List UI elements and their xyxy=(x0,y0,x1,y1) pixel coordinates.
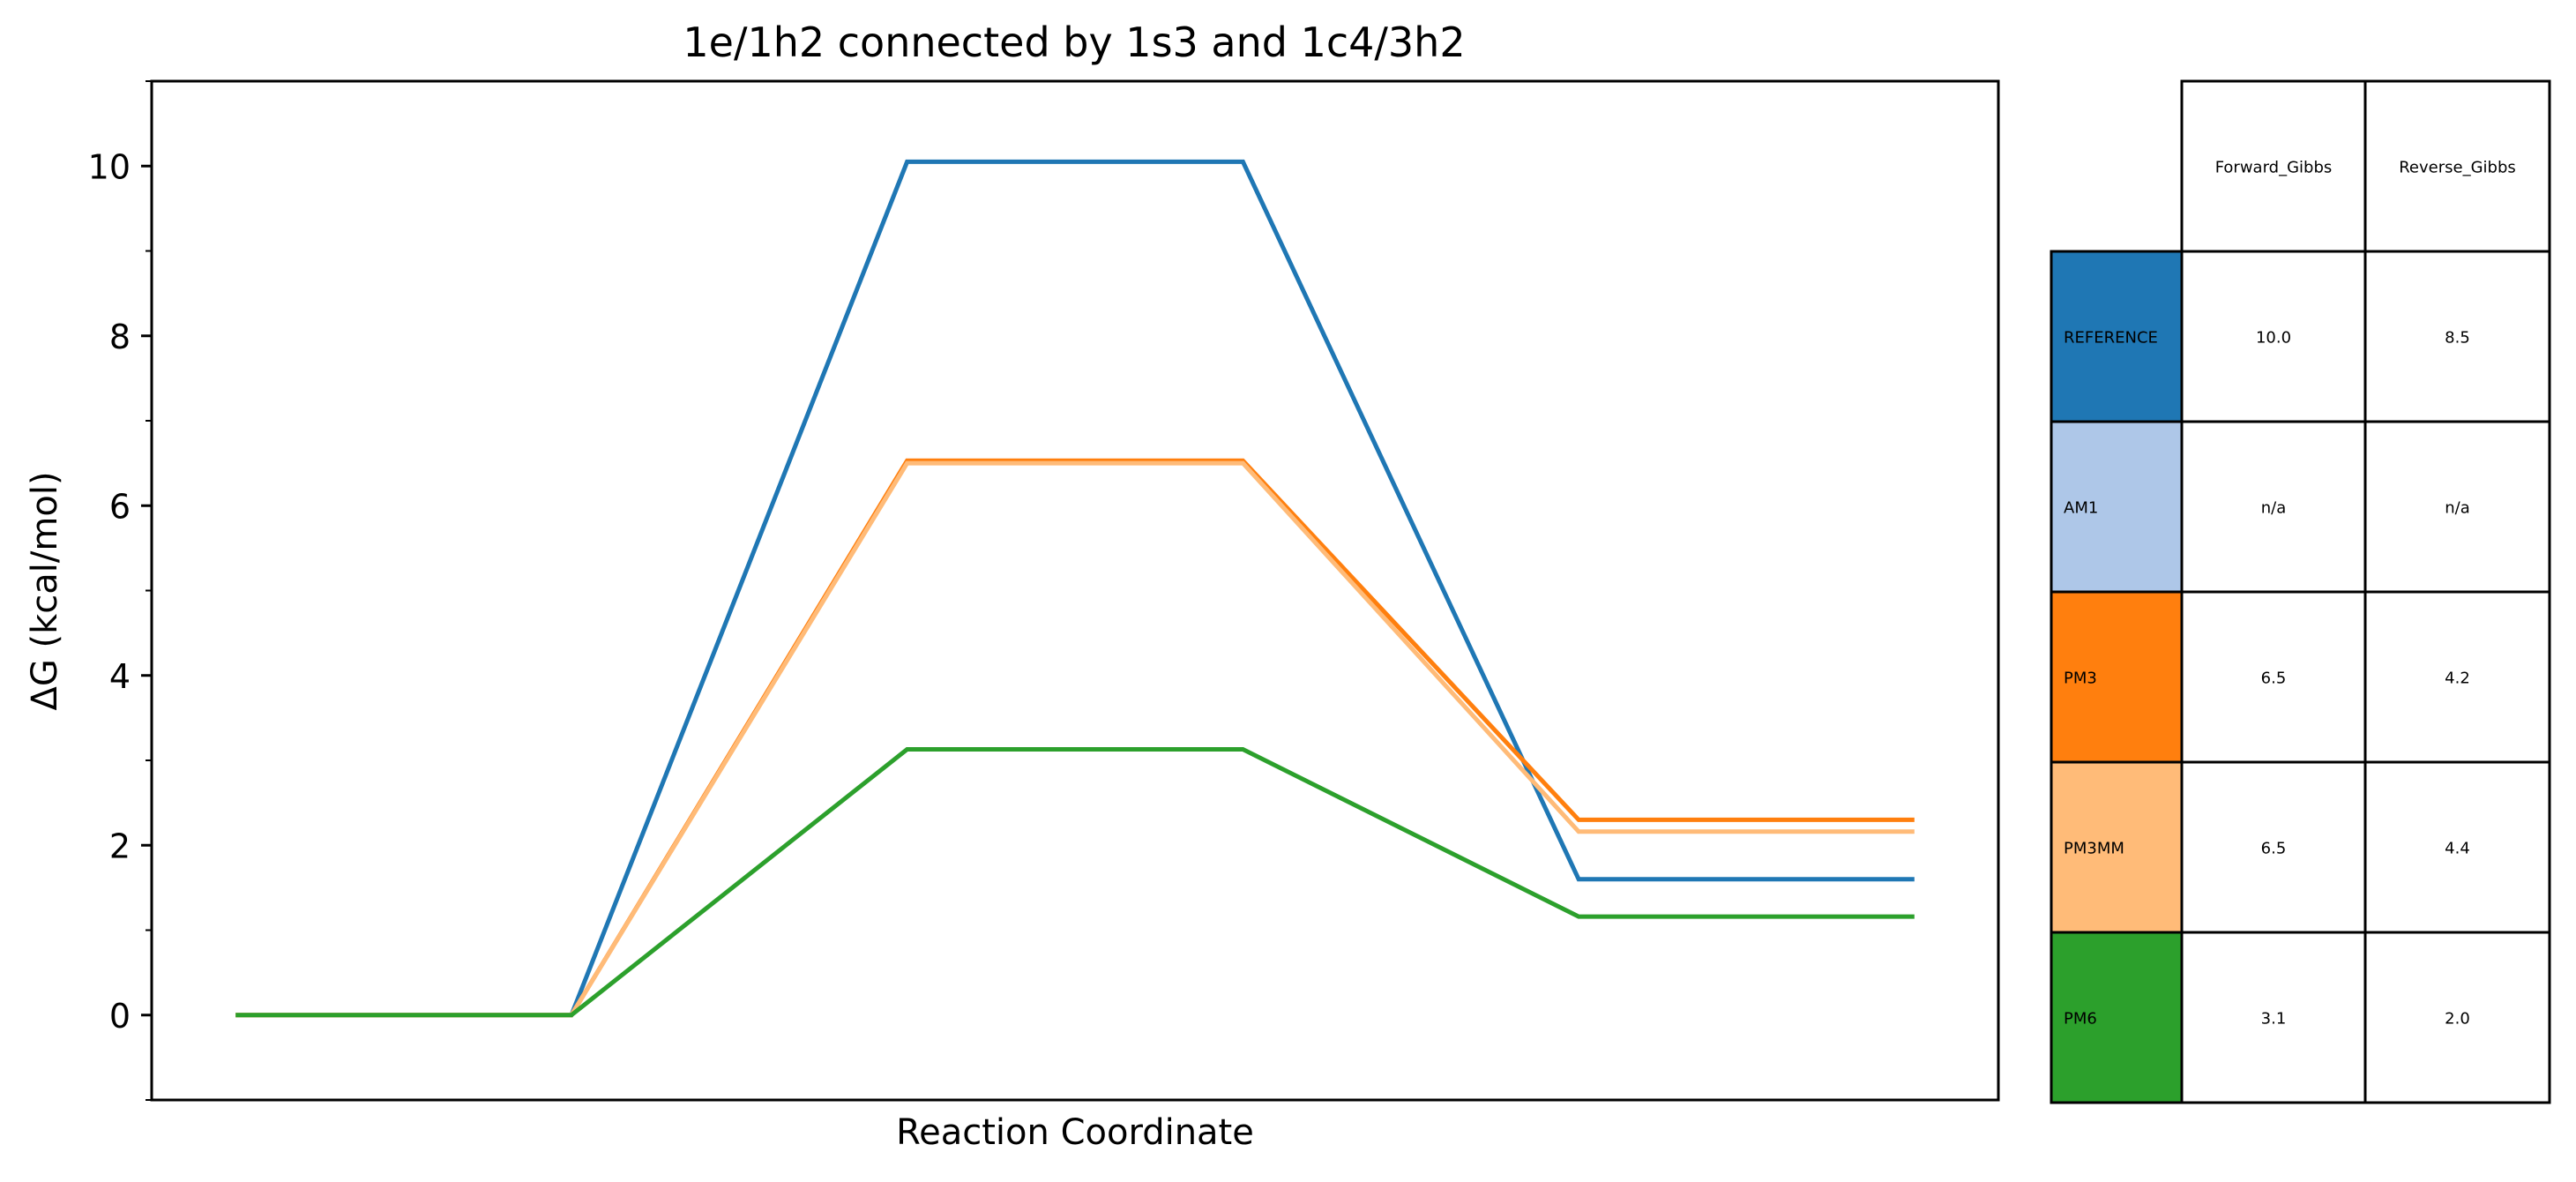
y-tick-label: 2 xyxy=(109,827,131,865)
y-tick-label: 8 xyxy=(109,318,131,356)
series-line-reference xyxy=(235,159,1915,1018)
table-row-label: PM3MM xyxy=(2064,840,2124,858)
y-axis: 0 2 4 6 8 10 xyxy=(88,80,152,1101)
table-cell xyxy=(2363,931,2551,1104)
table-row-label: AM1 xyxy=(2064,499,2098,518)
table-cell xyxy=(2363,420,2551,594)
table-cell-value: 6.5 xyxy=(2261,670,2287,688)
table-cell-value: 3.1 xyxy=(2261,1010,2287,1029)
y-axis-label: ΔG (kcal/mol) xyxy=(25,471,65,710)
table-cell-value: 2.0 xyxy=(2445,1010,2470,1029)
table-header-cell xyxy=(2180,79,2367,253)
chart-title: 1e/1h2 connected by 1s3 and 1c4/3h2 xyxy=(683,19,1465,66)
table-row-swatch-pm3 xyxy=(2050,590,2184,764)
x-axis-label: Reaction Coordinate xyxy=(896,1112,1254,1153)
table-cell-value: 4.4 xyxy=(2445,840,2470,858)
legend-table: Forward_Gibbs Reverse_Gibbs REFERENCE 10.0 8… xyxy=(2050,79,2551,1104)
table-row-label: PM6 xyxy=(2064,1010,2097,1029)
plot-area xyxy=(235,159,1915,1018)
table-cell-value: 6.5 xyxy=(2261,840,2287,858)
table-cell xyxy=(2363,590,2551,764)
table-row-label: PM3 xyxy=(2064,670,2097,688)
table-row-swatch-pm6 xyxy=(2050,931,2184,1104)
y-tick-label: 0 xyxy=(109,997,131,1036)
table-cell-value: n/a xyxy=(2261,499,2287,518)
table-cell-value: 10.0 xyxy=(2256,329,2291,348)
y-tick-label: 4 xyxy=(109,657,131,696)
table-cell xyxy=(2180,931,2367,1104)
table-header-forward-gibbs: Forward_Gibbs xyxy=(2215,159,2333,177)
table-cell xyxy=(2363,760,2551,934)
y-tick-label: 10 xyxy=(88,147,131,186)
table-row-label: REFERENCE xyxy=(2064,329,2158,348)
series-line-pm3 xyxy=(235,458,1915,1018)
table-cell xyxy=(2363,250,2551,423)
table-cell xyxy=(2180,420,2367,594)
series-line-pm6 xyxy=(235,747,1915,1018)
table-cell-value: 8.5 xyxy=(2445,329,2470,348)
y-tick-label: 6 xyxy=(109,487,131,526)
table-header-reverse-gibbs: Reverse_Gibbs xyxy=(2399,159,2516,177)
table-row-swatch-reference xyxy=(2050,250,2184,423)
series-line-pm3mm xyxy=(235,460,1915,1018)
table-cell-value: 4.2 xyxy=(2445,670,2470,688)
plot-frame xyxy=(150,79,2000,1102)
table-cell-value: n/a xyxy=(2445,499,2470,518)
table-cell xyxy=(2180,760,2367,934)
